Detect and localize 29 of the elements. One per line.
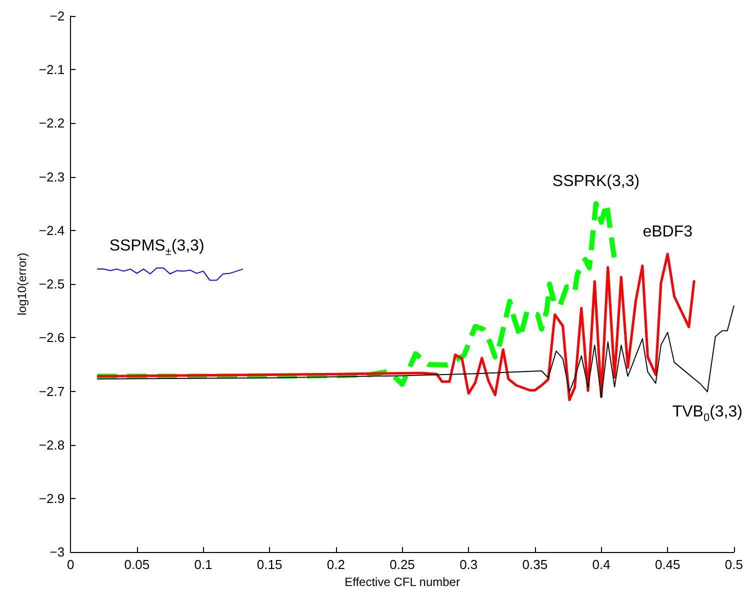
y-tick-label: −2.5 bbox=[38, 276, 65, 292]
y-tick-label: −2.7 bbox=[38, 384, 65, 399]
x-tick-label: 0 bbox=[66, 557, 74, 572]
x-tick-label: 0.1 bbox=[194, 557, 212, 572]
x-tick-label: 0.45 bbox=[654, 557, 680, 572]
x-tick-label: 0.15 bbox=[256, 557, 282, 572]
x-tick-label: 0.35 bbox=[522, 557, 548, 572]
y-tick-label: −2.6 bbox=[38, 330, 65, 346]
x-tick-label: 0.3 bbox=[460, 557, 478, 572]
x-axis-title: Effective CFL number bbox=[344, 575, 460, 589]
x-tick-label: 0.05 bbox=[124, 557, 150, 572]
y-tick-label: −3 bbox=[50, 544, 65, 560]
x-tick-label: 0.4 bbox=[592, 557, 610, 572]
series-label: SSPMS±(3,3) bbox=[109, 237, 204, 258]
x-tick-label: 0.5 bbox=[724, 557, 744, 572]
y-tick-label: −2.1 bbox=[38, 62, 65, 78]
y-tick-label: −2 bbox=[50, 8, 65, 24]
y-tick-label: −2.3 bbox=[38, 169, 65, 184]
series-label: eBDF3 bbox=[642, 224, 693, 241]
y-axis-title: log10(error) bbox=[15, 252, 29, 316]
y-tick-label: −2.2 bbox=[38, 116, 65, 131]
x-tick-label: 0.25 bbox=[390, 557, 415, 572]
line-series bbox=[96, 304, 734, 398]
series-label: SSPRK(3,3) bbox=[552, 173, 640, 190]
line-series bbox=[96, 267, 244, 281]
y-tick-label: −2.4 bbox=[38, 222, 65, 238]
y-tick-label: −2.9 bbox=[38, 490, 65, 506]
x-tick-label: 0.2 bbox=[326, 557, 345, 572]
y-tick-label: −2.8 bbox=[38, 437, 65, 452]
